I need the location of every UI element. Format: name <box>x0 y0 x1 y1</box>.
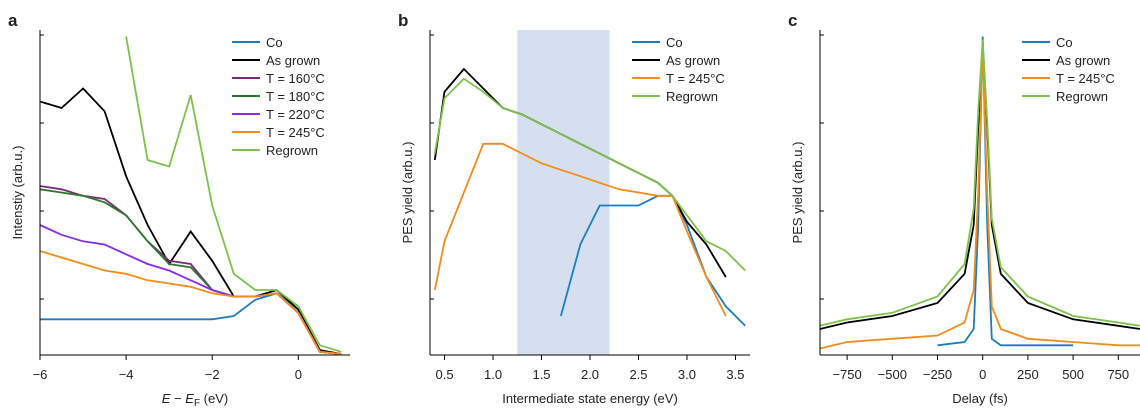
data-line <box>39 250 342 355</box>
data-line <box>39 224 342 355</box>
y-axis-label: PES yield (arb.u.) <box>400 142 415 244</box>
x-axis-label-part: F <box>194 398 200 409</box>
y-axis-label: Intenstiy (arb.u.) <box>10 146 25 240</box>
x-axis-label-part: Intermediate state energy (eV) <box>502 391 678 406</box>
x-tick-label: −750 <box>832 367 861 382</box>
x-axis-label: E − EF (eV) <box>162 391 228 409</box>
legend-label: T = 245°C <box>666 71 725 86</box>
data-line <box>39 87 342 355</box>
x-tick-label: 0.5 <box>436 367 454 382</box>
legend-label: As grown <box>266 53 320 68</box>
data-line <box>125 36 342 353</box>
legend-label: Co <box>266 35 283 50</box>
x-tick-label: −500 <box>878 367 907 382</box>
x-tick-label: 750 <box>1107 367 1129 382</box>
x-tick-label: 2.0 <box>581 367 599 382</box>
x-axis-label-part: E <box>162 391 171 406</box>
panel-label: b <box>398 11 408 30</box>
x-tick-label: 0 <box>979 367 986 382</box>
legend-label: As grown <box>666 53 720 68</box>
x-axis-label-part: E <box>185 391 194 406</box>
x-axis-label: Intermediate state energy (eV) <box>502 391 678 406</box>
x-tick-label: 0 <box>295 367 302 382</box>
y-axis-label: PES yield (arb.u.) <box>790 142 805 244</box>
legend-label: As grown <box>1056 53 1110 68</box>
x-axis-label-part: (eV) <box>200 391 228 406</box>
legend-label: Regrown <box>666 89 718 104</box>
x-tick-label: 250 <box>1017 367 1039 382</box>
x-tick-label: −2 <box>205 367 220 382</box>
x-axis-label-part: − <box>170 391 185 406</box>
x-axis-label-part: Delay (fs) <box>952 391 1008 406</box>
data-line <box>39 188 342 355</box>
x-tick-label: 1.5 <box>532 367 550 382</box>
data-line <box>819 39 1140 327</box>
legend-label: Co <box>1056 35 1073 50</box>
legend-label: Regrown <box>266 143 318 158</box>
x-tick-label: −250 <box>923 367 952 382</box>
panel-label: a <box>8 11 18 30</box>
x-tick-label: 3.0 <box>678 367 696 382</box>
panel-label: c <box>788 11 797 30</box>
panel: c −750 −500 −250 0 250 500 750 Co As grown T = 245… <box>788 11 1140 406</box>
legend-label: T = 245°C <box>1056 71 1115 86</box>
x-tick-label: 3.5 <box>726 367 744 382</box>
legend-label: T = 180°C <box>266 89 325 104</box>
shaded-region <box>517 30 610 355</box>
x-tick-label: 500 <box>1062 367 1084 382</box>
panel: b 0.5 1.0 1.5 2.0 2.5 3.0 3.5 Co As grown T = 245°… <box>398 11 750 406</box>
x-axis-label: Delay (fs) <box>952 391 1008 406</box>
data-line <box>433 77 746 272</box>
data-line <box>433 142 727 317</box>
panel: a −6 −4 −2 0 Co As grown T = 160°C T = 180°C T = … <box>8 11 350 409</box>
legend-label: T = 220°C <box>266 107 325 122</box>
x-tick-label: 2.5 <box>629 367 647 382</box>
legend-label: T = 245°C <box>266 125 325 140</box>
legend-label: Regrown <box>1056 89 1108 104</box>
x-tick-label: −4 <box>119 367 134 382</box>
x-tick-label: 1.0 <box>484 367 502 382</box>
legend-label: Co <box>666 35 683 50</box>
data-line <box>40 292 342 355</box>
legend-label: T = 160°C <box>266 71 325 86</box>
x-tick-label: −6 <box>33 367 48 382</box>
data-line <box>39 185 342 355</box>
data-line <box>937 36 1074 347</box>
